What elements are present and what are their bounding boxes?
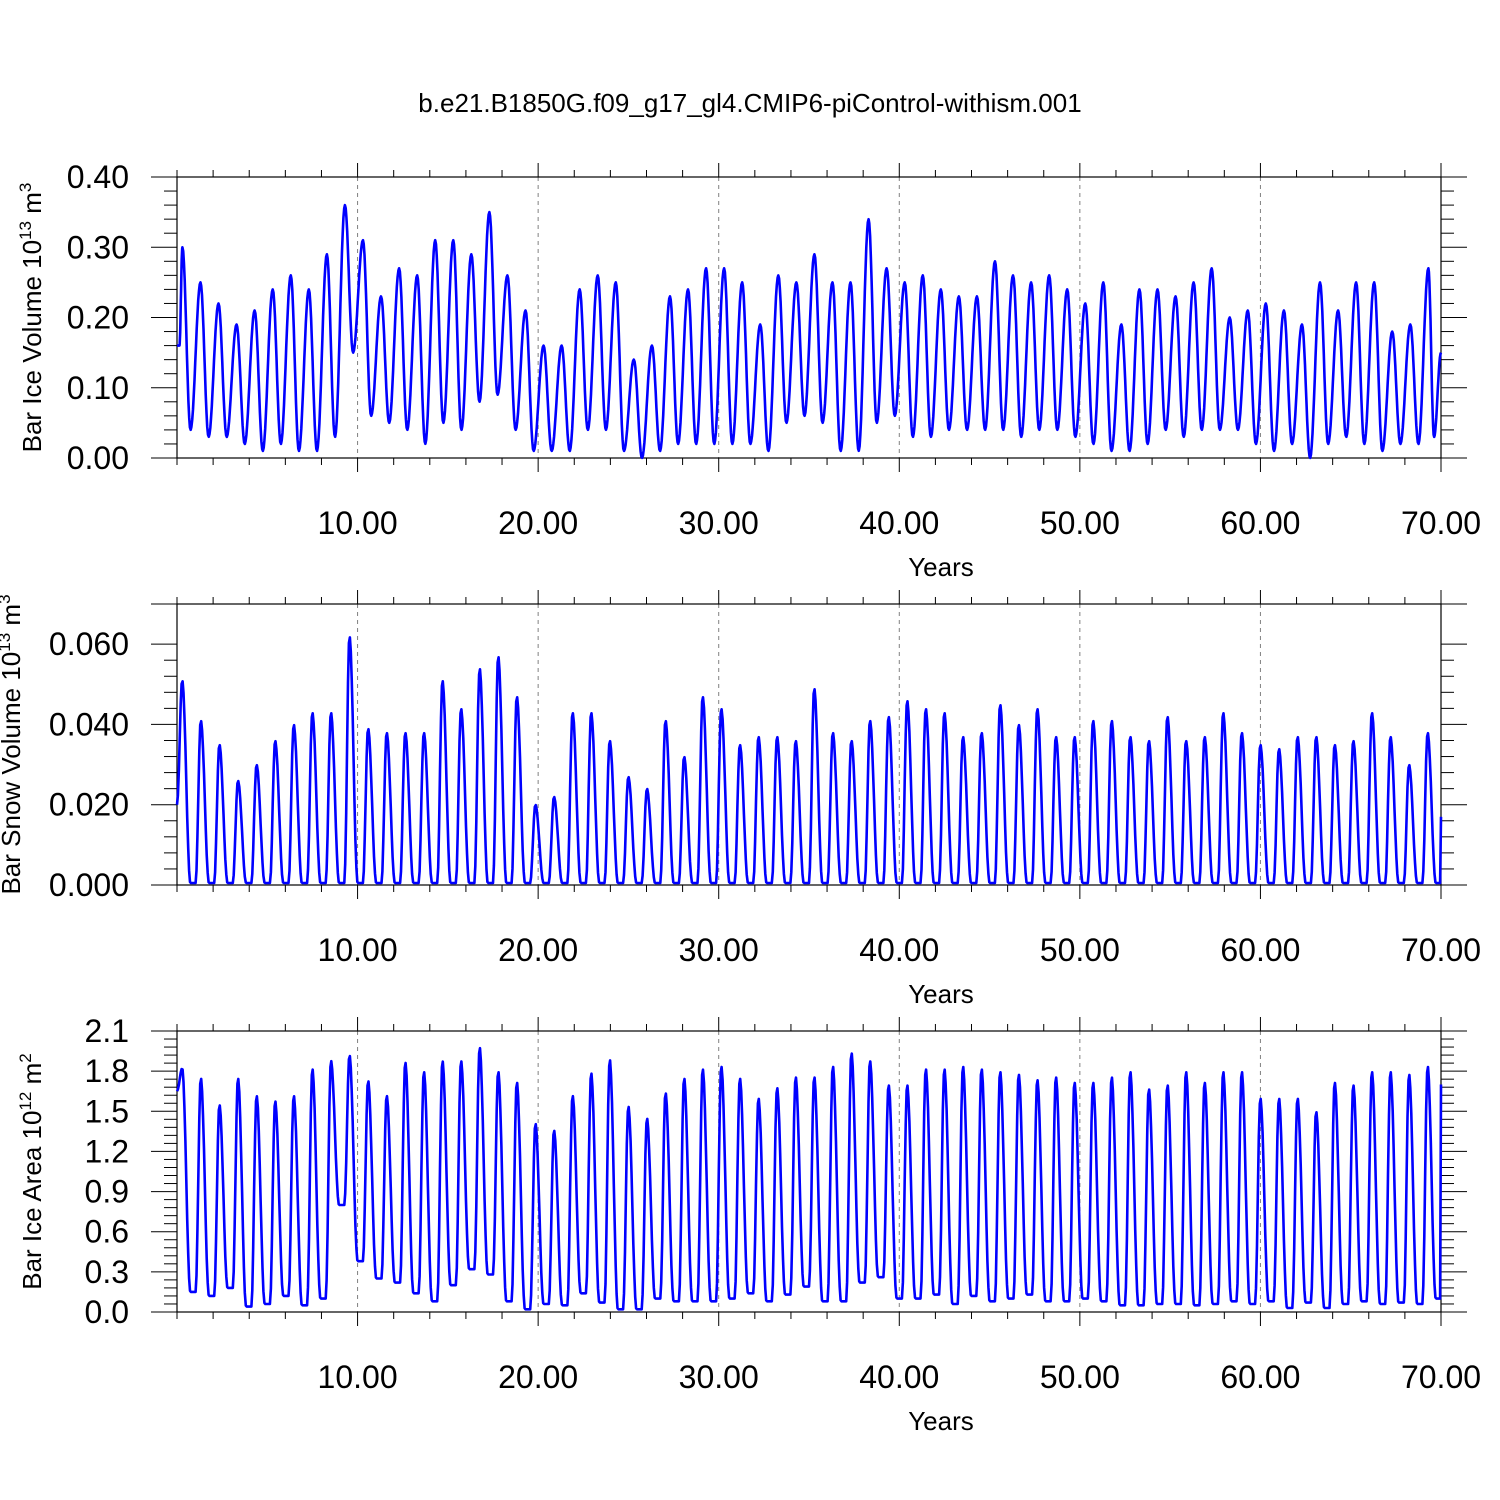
x-tick-label: 50.00 <box>1040 505 1120 541</box>
x-tick-label: 40.00 <box>859 505 939 541</box>
x-axis-title: Years <box>908 979 974 1009</box>
y-tick-label: 0.10 <box>67 370 129 406</box>
y-tick-label: 0.20 <box>67 300 129 336</box>
chart-panel-2: 10.00 20.00 30.00 40.00 50.00 60.00 70.00 0.000… <box>0 590 1481 1009</box>
x-axis-title: Years <box>908 552 974 582</box>
x-tick-label: 60.00 <box>1220 1359 1300 1395</box>
x-tick-label: 10.00 <box>318 1359 398 1395</box>
x-tick-label: 20.00 <box>498 505 578 541</box>
y-tick-label: 0.00 <box>67 440 129 476</box>
x-tick-label: 70.00 <box>1401 932 1481 968</box>
series-line <box>175 636 1443 885</box>
y-tick-label: 0.060 <box>49 626 129 662</box>
series-line <box>175 203 1443 460</box>
y-tick-label: 0.000 <box>49 867 129 903</box>
x-axis-title: Years <box>908 1406 974 1436</box>
y-tick-label: 0.40 <box>67 159 129 195</box>
y-tick-label: 0.9 <box>85 1174 129 1210</box>
x-tick-label: 30.00 <box>679 505 759 541</box>
y-axis-title: Bar Ice Volume 1013 m3 <box>16 183 47 453</box>
chart-panel-3: 10.00 20.00 30.00 40.00 50.00 60.00 70.00 0.0 0.… <box>16 1013 1481 1436</box>
y-tick-label: 1.5 <box>85 1093 129 1129</box>
y-tick-label: 0.020 <box>49 787 129 823</box>
x-tick-label: 50.00 <box>1040 1359 1120 1395</box>
y-tick-label: 2.1 <box>85 1013 129 1049</box>
x-tick-label: 40.00 <box>859 932 939 968</box>
y-axis-title: Bar Ice Area 1012 m2 <box>16 1053 47 1290</box>
x-tick-label: 70.00 <box>1401 1359 1481 1395</box>
x-tick-label: 10.00 <box>318 505 398 541</box>
y-tick-label: 1.8 <box>85 1053 129 1089</box>
y-tick-label: 0.6 <box>85 1214 129 1250</box>
x-tick-label: 30.00 <box>679 1359 759 1395</box>
y-tick-label: 0.040 <box>49 706 129 742</box>
x-tick-label: 20.00 <box>498 932 578 968</box>
y-tick-label: 0.3 <box>85 1254 129 1290</box>
figure-title: b.e21.B1850G.f09_g17_gl4.CMIP6-piControl… <box>418 88 1081 118</box>
y-tick-label: 0.0 <box>85 1294 129 1330</box>
x-tick-label: 70.00 <box>1401 505 1481 541</box>
x-tick-label: 40.00 <box>859 1359 939 1395</box>
x-tick-label: 60.00 <box>1220 505 1300 541</box>
y-tick-label: 0.30 <box>67 229 129 265</box>
x-tick-label: 30.00 <box>679 932 759 968</box>
y-axis-title: Bar Snow Volume 1013 m3 <box>0 594 26 894</box>
x-tick-label: 20.00 <box>498 1359 578 1395</box>
y-tick-label: 1.2 <box>85 1133 129 1169</box>
chart-panel-1: 10.00 20.00 30.00 40.00 50.00 60.00 70.00 0.00 0… <box>16 159 1481 582</box>
x-tick-label: 60.00 <box>1220 932 1300 968</box>
x-tick-label: 50.00 <box>1040 932 1120 968</box>
series-line <box>175 1046 1443 1311</box>
x-tick-label: 10.00 <box>318 932 398 968</box>
